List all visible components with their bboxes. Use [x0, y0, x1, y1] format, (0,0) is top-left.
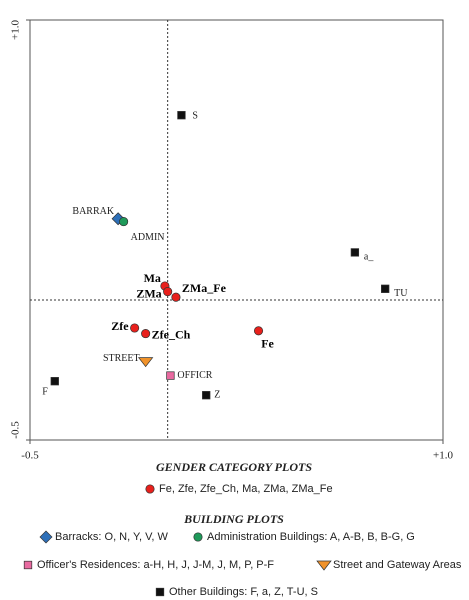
- point: [350, 248, 360, 257]
- point-label: S: [192, 110, 198, 121]
- point: [137, 357, 154, 368]
- point: [253, 326, 264, 336]
- point: [50, 377, 59, 386]
- point-label: Fe: [261, 337, 274, 351]
- legend-label: Barracks: O, N, Y, V, W: [55, 531, 169, 543]
- point-label: Ma: [144, 271, 161, 285]
- point: [166, 371, 175, 380]
- point: [177, 111, 186, 120]
- point: [381, 284, 390, 293]
- point-label: ZMa: [136, 286, 161, 300]
- legend-label: Other Buildings: F, a, Z, T-U, S: [169, 586, 318, 598]
- point-label: Zfe_Ch: [152, 327, 191, 341]
- x-tick-label: -0.5: [21, 450, 39, 462]
- legend-title: BUILDING PLOTS: [183, 512, 284, 526]
- legend-marker: [39, 530, 53, 544]
- point-label: ADMIN: [131, 232, 165, 243]
- point: [119, 217, 129, 227]
- legend-label: Administration Buildings: A, A-B, B, B-G…: [207, 531, 415, 543]
- point-label: a_: [364, 252, 374, 263]
- point-label: OFFICR: [177, 370, 212, 381]
- legend-label: Officer's Residences: a-H, H, J, J-M, J,…: [37, 559, 274, 571]
- legend-marker: [316, 560, 332, 571]
- legend-marker: [193, 532, 203, 542]
- point: [202, 391, 211, 400]
- legend-marker: [155, 587, 165, 597]
- legend-marker: [145, 484, 155, 494]
- y-tick-label: -0.5: [10, 421, 22, 439]
- point-label: ZMa_Fe: [182, 281, 227, 295]
- point-label: Zfe: [111, 319, 129, 333]
- point: [130, 323, 140, 333]
- legend-label: Street and Gateway Areas: [333, 559, 462, 571]
- point-label: TU: [394, 288, 408, 299]
- legend-marker: [23, 560, 33, 570]
- y-tick-label: +1.0: [10, 20, 22, 40]
- point: [163, 287, 173, 297]
- x-tick-label: +1.0: [433, 450, 453, 462]
- legend-label: Fe, Zfe, Zfe_Ch, Ma, ZMa, ZMa_Fe: [159, 483, 333, 495]
- point-label: F: [42, 386, 48, 397]
- legend-title: GENDER CATEGORY PLOTS: [156, 460, 312, 474]
- point-label: BARRAK: [72, 206, 114, 217]
- point-label: STREET: [103, 353, 140, 364]
- point: [171, 292, 181, 302]
- plot-frame: [29, 19, 444, 441]
- point-label: Z: [214, 389, 220, 400]
- point: [141, 329, 151, 339]
